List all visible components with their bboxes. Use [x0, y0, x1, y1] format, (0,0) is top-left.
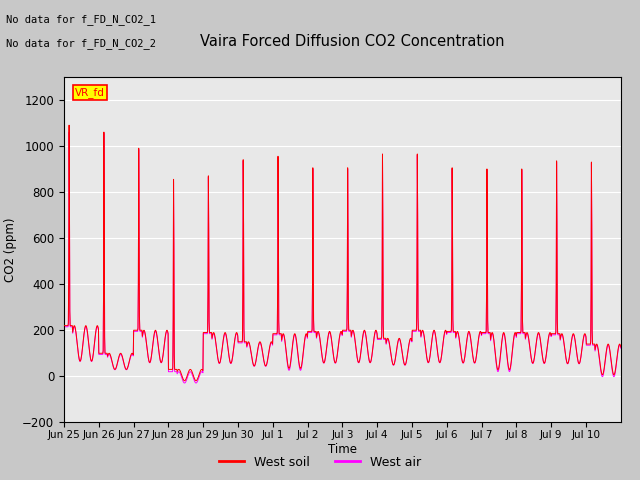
Text: VR_fd: VR_fd: [75, 87, 105, 98]
Text: No data for f_FD_N_CO2_2: No data for f_FD_N_CO2_2: [6, 38, 156, 49]
X-axis label: Time: Time: [328, 443, 357, 456]
Text: No data for f_FD_N_CO2_1: No data for f_FD_N_CO2_1: [6, 14, 156, 25]
Y-axis label: CO2 (ppm): CO2 (ppm): [4, 217, 17, 282]
Legend: West soil, West air: West soil, West air: [214, 451, 426, 474]
Text: Vaira Forced Diffusion CO2 Concentration: Vaira Forced Diffusion CO2 Concentration: [200, 34, 504, 48]
